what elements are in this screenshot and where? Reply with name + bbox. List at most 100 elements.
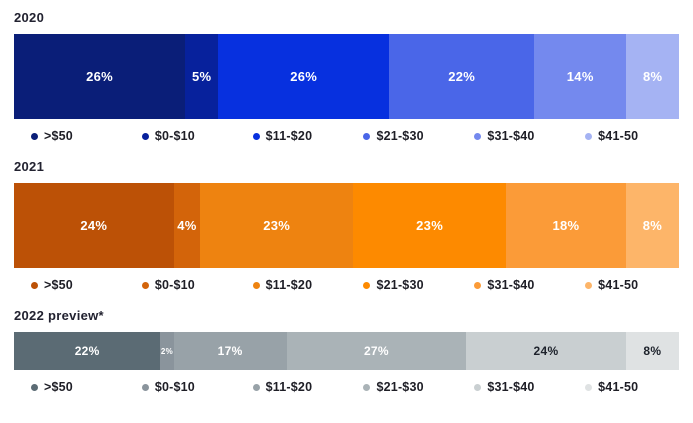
bar-segment-label: 23% — [416, 218, 444, 233]
bar-segment-$11-$20: 26% — [218, 34, 390, 119]
legend-dot-icon — [141, 132, 149, 140]
legend-label: $11-$20 — [265, 129, 313, 143]
bar-segment-label: 8% — [642, 218, 663, 233]
bar-segment-$11-$20: 17% — [173, 332, 287, 370]
bar-segment-label: 18% — [552, 218, 580, 233]
bar-segment-label: 24% — [533, 344, 559, 358]
legend-label: $0-$10 — [154, 129, 195, 143]
legend-dot-icon — [363, 132, 371, 140]
bar-segment-label: 2% — [160, 346, 174, 356]
legend-dot-icon — [363, 281, 371, 289]
bar-segment-label: 8% — [643, 344, 662, 358]
legend-label: $21-$30 — [376, 380, 424, 394]
chart-group-2021: 2021 24% 4% 23% 23% 18% 8% >$50 $0-$10 $11-$20 $21… — [14, 159, 679, 292]
bar-segment-label: 24% — [80, 218, 108, 233]
legend-dot-icon — [252, 132, 260, 140]
bar-segment-label: 27% — [363, 344, 389, 358]
legend-item->$50: >$50 — [14, 129, 125, 143]
legend-label: $31-$40 — [487, 278, 535, 292]
bar-segment-label: 8% — [642, 69, 663, 84]
bar-segment-$11-$20: 23% — [200, 183, 354, 268]
chart-group-2022: 2022 preview* 22% 2% 17% 27% 24% 8% >$50 $0-$10 $… — [14, 308, 679, 394]
legend-item->$50: >$50 — [14, 380, 125, 394]
legend-item->$50: >$50 — [14, 278, 125, 292]
bar-segment-label: 23% — [263, 218, 291, 233]
legend: >$50 $0-$10 $11-$20 $21-$30 $31-$40 $41-50 — [14, 278, 679, 292]
legend-item-$41-50: $41-50 — [568, 129, 679, 143]
legend-label: $11-$20 — [265, 380, 313, 394]
legend-item-$21-$30: $21-$30 — [346, 380, 457, 394]
legend-dot-icon — [585, 281, 593, 289]
legend-label: $41-50 — [598, 278, 639, 292]
bar-segment-label: 4% — [177, 218, 197, 233]
legend-dot-icon — [474, 281, 482, 289]
legend-dot-icon — [252, 383, 260, 391]
legend-dot-icon — [252, 281, 260, 289]
legend-label: $11-$20 — [265, 278, 313, 292]
legend-dot-icon — [141, 281, 149, 289]
bar-segment-label: 14% — [566, 69, 594, 84]
bar-segment-$0-$10: 5% — [185, 34, 219, 119]
legend-label: $41-50 — [598, 129, 639, 143]
bar-segment-label: 5% — [191, 69, 212, 84]
legend-item-$0-$10: $0-$10 — [125, 278, 236, 292]
bar-segment-$21-$30: 22% — [389, 34, 535, 119]
bar-segment-label: 17% — [217, 344, 243, 358]
legend-label: >$50 — [44, 278, 73, 292]
bar-segment->$50: 24% — [14, 183, 174, 268]
bar-segment-$41-50: 8% — [625, 332, 679, 370]
legend-dot-icon — [31, 132, 38, 140]
legend-item-$31-$40: $31-$40 — [457, 129, 568, 143]
stacked-bar: 24% 4% 23% 23% 18% 8% — [14, 183, 679, 268]
legend-label: >$50 — [44, 129, 73, 143]
legend-label: $21-$30 — [376, 129, 424, 143]
legend-item-$11-$20: $11-$20 — [236, 129, 347, 143]
stacked-bar: 22% 2% 17% 27% 24% 8% — [14, 332, 679, 370]
legend-label: $0-$10 — [154, 380, 195, 394]
legend-dot-icon — [141, 383, 149, 391]
legend-label: $0-$10 — [154, 278, 195, 292]
legend: >$50 $0-$10 $11-$20 $21-$30 $31-$40 $41-50 — [14, 129, 679, 143]
bar-segment-$41-50: 8% — [625, 183, 679, 268]
legend-item-$11-$20: $11-$20 — [236, 380, 347, 394]
bar-segment-label: 22% — [448, 69, 476, 84]
legend-item-$21-$30: $21-$30 — [346, 129, 457, 143]
legend-item-$21-$30: $21-$30 — [346, 278, 457, 292]
chart-title: 2022 preview* — [14, 308, 104, 323]
bar-segment-$41-50: 8% — [626, 34, 679, 119]
legend-item-$31-$40: $31-$40 — [457, 278, 568, 292]
bar-segment->$50: 26% — [14, 34, 186, 119]
chart-title: 2021 — [14, 159, 45, 174]
bar-segment-$0-$10: 4% — [173, 183, 201, 268]
bar-segment-$21-$30: 23% — [353, 183, 507, 268]
legend-dot-icon — [363, 383, 371, 391]
legend-dot-icon — [31, 383, 38, 391]
bar-segment-$21-$30: 27% — [286, 332, 467, 370]
legend-label: >$50 — [44, 380, 73, 394]
legend-item-$11-$20: $11-$20 — [236, 278, 347, 292]
legend-item-$31-$40: $31-$40 — [457, 380, 568, 394]
stacked-bar: 26% 5% 26% 22% 14% 8% — [14, 34, 679, 119]
legend-dot-icon — [474, 383, 482, 391]
legend-label: $31-$40 — [487, 380, 535, 394]
bar-segment-label: 26% — [290, 69, 318, 84]
legend-item-$41-50: $41-50 — [568, 278, 679, 292]
bar-segment-$31-$40: 14% — [534, 34, 627, 119]
legend-dot-icon — [474, 132, 482, 140]
legend-item-$0-$10: $0-$10 — [125, 129, 236, 143]
chart-group-2020: 2020 26% 5% 26% 22% 14% 8% >$50 $0-$10 $11-$20 $21… — [14, 10, 679, 143]
chart-title: 2020 — [14, 10, 45, 25]
legend-dot-icon — [31, 281, 38, 289]
bar-segment-$0-$10: 2% — [160, 332, 174, 370]
bar-segment-label: 22% — [74, 344, 100, 358]
bar-segment->$50: 22% — [14, 332, 161, 370]
legend-label: $31-$40 — [487, 129, 535, 143]
bar-segment-$31-$40: 24% — [466, 332, 626, 370]
legend: >$50 $0-$10 $11-$20 $21-$30 $31-$40 $41-50 — [14, 380, 679, 394]
legend-label: $21-$30 — [376, 278, 424, 292]
bar-segment-$31-$40: 18% — [506, 183, 626, 268]
legend-dot-icon — [585, 383, 593, 391]
legend-item-$0-$10: $0-$10 — [125, 380, 236, 394]
bar-segment-label: 26% — [86, 69, 114, 84]
legend-label: $41-50 — [598, 380, 639, 394]
